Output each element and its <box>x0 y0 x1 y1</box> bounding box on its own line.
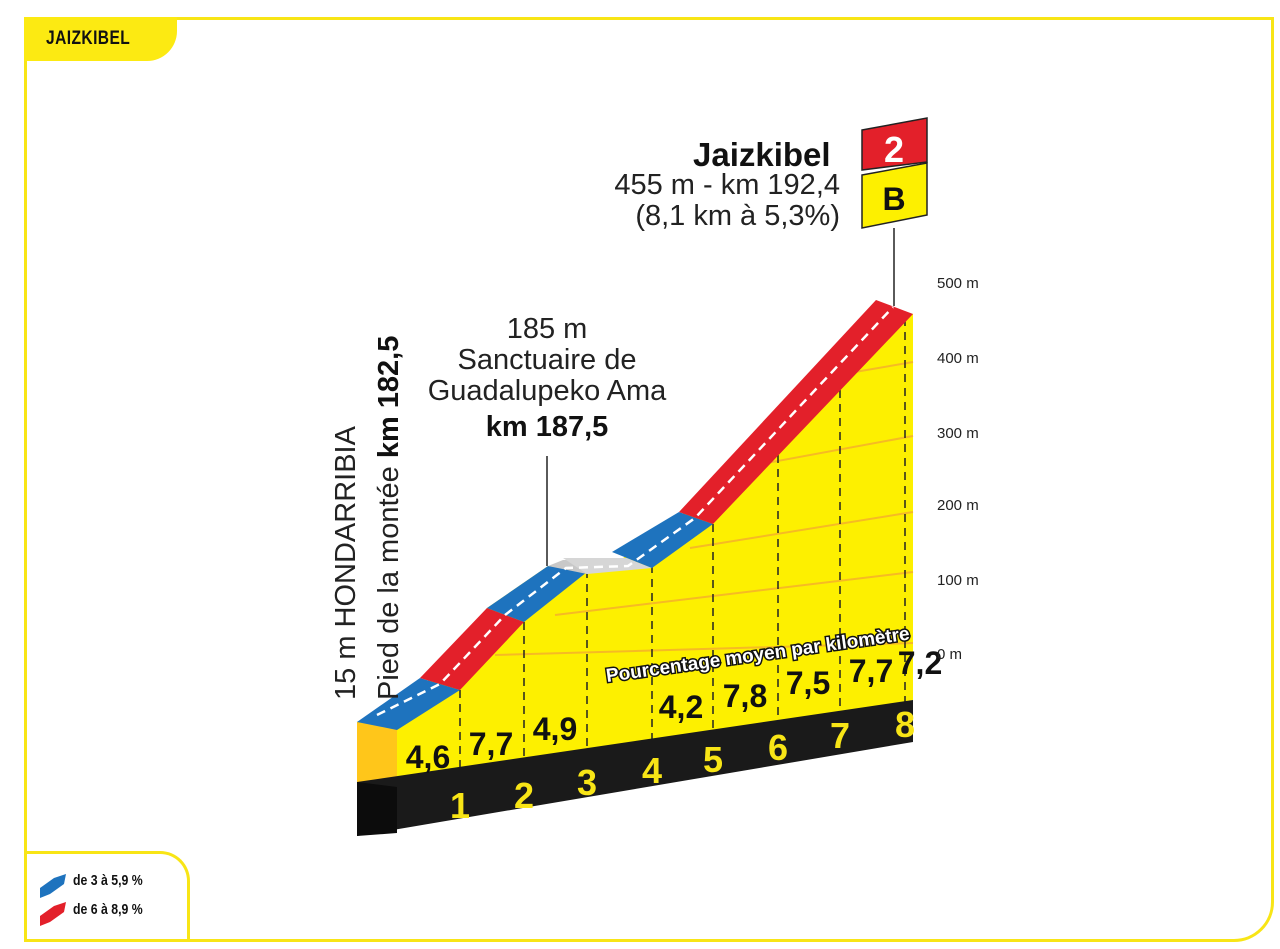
legend-swatch-red <box>40 902 66 926</box>
altitude-label-400: 400 m <box>937 350 979 367</box>
band-grey-top <box>563 558 652 574</box>
start-km: km 182,5 <box>373 335 405 459</box>
km-marker-4: 4 <box>642 750 662 791</box>
legend-box <box>24 851 190 942</box>
altitude-label-500: 500 m <box>937 275 979 292</box>
segment-percentage: 4,2 <box>659 689 703 725</box>
climb-title: JAIZKIBEL <box>46 28 131 49</box>
card-frame <box>24 17 1274 942</box>
start-foot-label: Pied de la montée <box>373 458 405 700</box>
waypoint-name-line2: Guadalupeko Ama <box>427 375 667 407</box>
km-marker-8: 8 <box>895 704 915 745</box>
profile-base-side <box>357 782 397 836</box>
waypoint-altitude: 185 m <box>506 313 588 345</box>
segment-percentages: 4,6 7,7 4,94,2 7,8 7,5 7,7 7,2 <box>406 645 942 775</box>
segment-percentage: 7,7 <box>469 726 513 762</box>
km-marker-2: 2 <box>514 775 534 816</box>
waypoint-km: km 187,5 <box>485 411 609 443</box>
band-blue-km3 <box>487 566 587 622</box>
legend-swatches <box>40 874 66 926</box>
segment-percentage: 7,2 <box>898 645 942 681</box>
waypoint-name-line1: Sanctuaire de <box>457 344 637 376</box>
km-marker-5: 5 <box>703 739 723 780</box>
km-marker-6: 6 <box>768 727 788 768</box>
altitude-label-0: 0 m <box>937 646 963 663</box>
summit-gradient-info: (8,1 km à 5,3%) <box>635 200 840 232</box>
summit-altitude-km: 455 m - km 192,4 <box>614 169 840 201</box>
start-location: 15 m HONDARRIBIA <box>330 426 362 700</box>
title-tab <box>24 17 177 61</box>
category-number: 2 <box>884 129 904 170</box>
category-letter: B <box>882 181 905 217</box>
legend-label-blue: de 3 à 5,9 % <box>73 872 143 889</box>
band-blue-km1 <box>357 678 460 730</box>
altitude-label-200: 200 m <box>937 497 979 514</box>
km-marker-7: 7 <box>830 715 850 756</box>
segment-percentage: 7,5 <box>786 665 830 701</box>
km-marker-3: 3 <box>577 762 597 803</box>
segment-percentage: 7,8 <box>723 678 767 714</box>
legend-swatch-blue <box>40 874 66 898</box>
km-separators <box>459 318 906 780</box>
category-flag-yellow <box>861 162 928 229</box>
segment-percentage: 7,7 <box>849 653 893 689</box>
km-marker-1: 1 <box>450 785 470 826</box>
category-flag-red <box>861 117 928 171</box>
summit-name: Jaizkibel <box>693 136 831 173</box>
band-red-km2 <box>420 608 524 690</box>
gradient-bands <box>357 300 913 730</box>
road-centerline <box>376 306 894 717</box>
legend-label-red: de 6 à 8,9 % <box>73 901 143 918</box>
profile-front-face <box>357 715 397 792</box>
start-foot-of-climb: Pied de la montée km 182,5 <box>373 336 406 700</box>
altitude-label-300: 300 m <box>937 425 979 442</box>
segment-percentage: 4,6 <box>406 739 450 775</box>
segment-percentage: 4,9 <box>533 711 577 747</box>
altitude-label-100: 100 m <box>937 572 979 589</box>
profile-base <box>357 700 913 836</box>
